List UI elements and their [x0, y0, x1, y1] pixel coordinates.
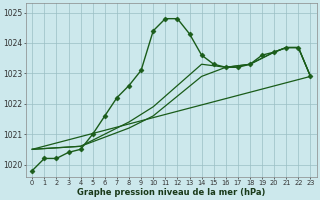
X-axis label: Graphe pression niveau de la mer (hPa): Graphe pression niveau de la mer (hPa) — [77, 188, 266, 197]
